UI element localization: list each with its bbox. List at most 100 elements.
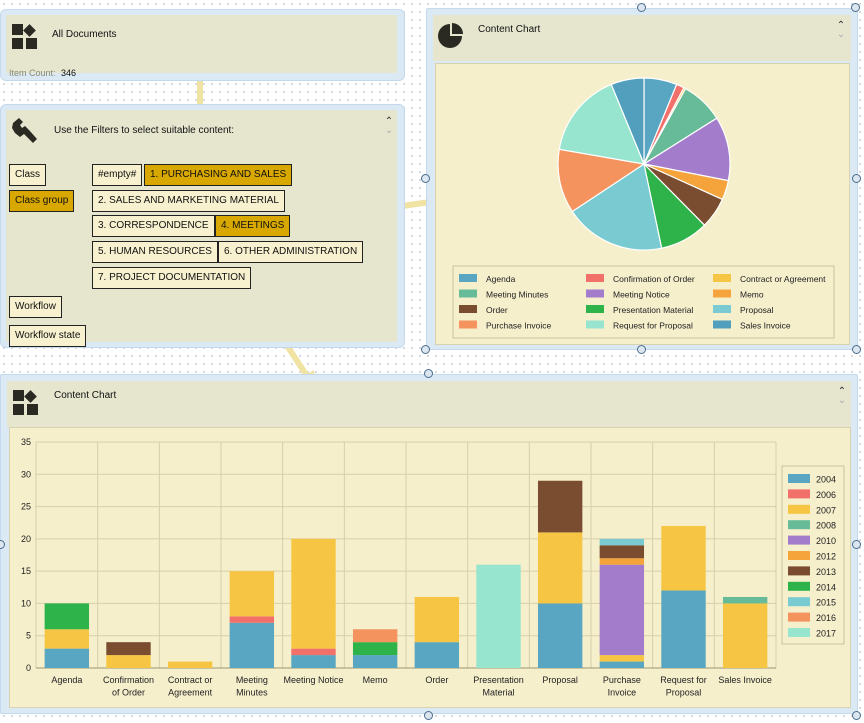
bar-segment-contract-or-agreement-2007 — [167, 661, 213, 668]
bar-x-tick-label: Order — [425, 675, 448, 685]
bar-segment-memo-2014 — [352, 642, 398, 656]
bar-segment-sales-invoice-2008 — [722, 596, 768, 604]
bar-legend-label-2013: 2013 — [816, 567, 836, 577]
bar-segment-purchase-invoice-2013 — [599, 545, 645, 559]
filter-option-sales-and-marketing[interactable]: 2. SALES AND MARKETING MATERIAL — [92, 190, 285, 212]
filter-label-workflow[interactable]: Workflow — [9, 296, 62, 318]
bar-x-tick-label: Request for Proposal — [660, 675, 707, 698]
bar-legend-box — [781, 465, 845, 645]
bar-x-tick-label: Confirmation of Order — [103, 675, 154, 698]
resize-handle[interactable] — [852, 711, 861, 720]
bar-x-tick-label: Contract or Agreement — [168, 675, 213, 698]
filter-option-other-administration[interactable]: 6. OTHER ADMINISTRATION — [218, 241, 364, 263]
bar-segment-meeting-notice-2007 — [291, 538, 336, 649]
bar-legend-label-2017: 2017 — [816, 629, 836, 639]
collapse-chevron-icon[interactable]: ⌃ ⌄ — [837, 386, 847, 406]
resize-handle[interactable] — [424, 369, 433, 378]
pie-legend-label-request-for-proposal: Request for Proposal — [613, 321, 693, 331]
bar-segment-order-2004 — [414, 642, 460, 668]
dashboard-icon — [13, 390, 38, 415]
bar-segment-agenda-2014 — [44, 603, 90, 630]
resize-handle[interactable] — [424, 711, 433, 720]
bar-legend-label-2016: 2016 — [816, 613, 836, 623]
bar-legend-label-2004: 2004 — [816, 475, 836, 485]
pie-legend-label-order: Order — [486, 305, 508, 315]
collapse-chevron-icon[interactable]: ⌃ ⌄ — [836, 20, 846, 40]
bar-chart-area: 0 5 10 15 20 25 30 35 Agenda Confirmation of Order… — [9, 427, 851, 708]
bar-legend-label-2015: 2015 — [816, 598, 836, 608]
pie-legend-swatch-contract-or-agreement — [713, 274, 731, 282]
collapse-chevron-icon[interactable]: ⌃ ⌄ — [384, 116, 394, 136]
bar-legend-label-2012: 2012 — [816, 552, 836, 562]
filter-label-class[interactable]: Class — [9, 164, 47, 186]
bar-x-tick-label: Presentation Material — [473, 675, 524, 698]
pie-slice-sales-invoice-11 — [610, 77, 645, 165]
bar-segment-request-for-proposal-2004 — [661, 590, 706, 668]
bar-segment-agenda-2007 — [44, 629, 90, 649]
pie-legend-swatch-confirmation-of-order — [586, 274, 604, 282]
pie-slice-meeting-notice-4 — [642, 117, 731, 182]
filter-option-human-resources[interactable]: 5. HUMAN RESOURCES — [92, 241, 218, 263]
all-documents-title: All Documents — [52, 29, 117, 40]
bar-x-tick-label: Agenda — [51, 675, 82, 685]
pie-legend-label-agenda: Agenda — [486, 274, 516, 284]
bar-legend-swatch-2008 — [788, 520, 810, 530]
bar-y-tick-label: 35 — [21, 437, 31, 447]
pie-legend-box — [452, 265, 835, 339]
bar-y-tick-label: 0 — [26, 663, 31, 673]
pie-legend-label-purchase-invoice: Purchase Invoice — [486, 321, 551, 331]
resize-handle[interactable] — [852, 540, 861, 549]
bar-x-tick-label: Sales Invoice — [718, 675, 772, 685]
bar-chart-pane[interactable]: Content Chart ⌃ ⌄ 0 5 10 15 20 25 30 35 Agenda Con… — [0, 374, 858, 714]
pie-legend-swatch-agenda — [459, 274, 477, 282]
pie-chart-area: Agenda Confirmation of Order Contract or A… — [435, 63, 850, 345]
bar-segment-purchase-invoice-2007 — [599, 655, 645, 662]
bar-legend-swatch-2010 — [788, 535, 810, 545]
resize-handle[interactable] — [637, 345, 646, 354]
bar-segment-purchase-invoice-2015 — [599, 538, 645, 546]
bar-x-tick-label: Memo — [363, 675, 388, 685]
pie-legend-swatch-purchase-invoice — [459, 320, 477, 329]
dashboard-icon — [12, 24, 37, 49]
resize-handle[interactable] — [851, 3, 860, 12]
pie-chart-header: Content Chart ⌃ ⌄ — [433, 15, 851, 61]
pie-chart-pane[interactable]: Content Chart ⌃ ⌄ Agenda Confirmation of O… — [426, 8, 858, 350]
bar-y-tick-label: 10 — [21, 598, 31, 608]
resize-handle[interactable] — [421, 345, 430, 354]
pie-legend-label-meeting-minutes: Meeting Minutes — [486, 290, 548, 300]
resize-handle[interactable] — [852, 174, 861, 183]
all-documents-pane[interactable]: All Documents Item Count: 346 — [0, 9, 405, 81]
resize-handle[interactable] — [637, 3, 646, 12]
bar-chart: 0 5 10 15 20 25 30 35 Agenda Confirmation of Order… — [21, 437, 845, 698]
filters-title: Use the Filters to select suitable conte… — [54, 125, 235, 136]
resize-handle[interactable] — [852, 345, 861, 354]
filter-label-workflow-state[interactable]: Workflow state — [9, 325, 87, 347]
bar-y-tick-label: 5 — [26, 631, 31, 641]
bar-segment-purchase-invoice-2004 — [599, 661, 645, 668]
bar-segment-confirmation-of-order-2007 — [106, 655, 151, 668]
filter-option-purchasing-and-sales[interactable]: 1. PURCHASING AND SALES — [144, 164, 293, 186]
bar-y-tick-label: 30 — [21, 469, 31, 479]
bar-legend-label-2006: 2006 — [816, 490, 836, 500]
bar-y-tick-label: 15 — [21, 566, 31, 576]
pie-legend-swatch-request-for-proposal — [586, 320, 604, 329]
pie-legend-label-presentation-material: Presentation Material — [613, 305, 693, 315]
filter-option-meetings[interactable]: 4. MEETINGS — [215, 215, 291, 237]
filter-label-class-group[interactable]: Class group — [9, 190, 75, 212]
pie-legend-swatch-meeting-minutes — [459, 289, 477, 298]
bar-legend-swatch-2017 — [788, 628, 810, 637]
filter-option-project-documentation[interactable]: 7. PROJECT DOCUMENTATION — [92, 267, 252, 289]
pie-legend-swatch-meeting-notice — [586, 289, 604, 298]
resize-handle[interactable] — [421, 174, 430, 183]
filters-pane[interactable]: Use the Filters to select suitable conte… — [0, 104, 405, 348]
pie-legend-label-proposal: Proposal — [740, 305, 774, 315]
bar-segment-purchase-invoice-2012 — [599, 558, 645, 565]
filter-option-empty[interactable]: #empty# — [92, 164, 143, 186]
filter-option-correspondence[interactable]: 3. CORRESPONDENCE — [92, 215, 215, 237]
pie-legend-label-confirmation-of-order: Confirmation of Order — [613, 274, 695, 284]
pie-legend-swatch-proposal — [713, 305, 731, 313]
bar-segment-order-2007 — [414, 596, 460, 643]
bar-x-tick-label: Purchase Invoice — [603, 675, 641, 698]
resize-handle[interactable] — [0, 540, 5, 549]
bar-legend-swatch-2012 — [788, 551, 810, 560]
